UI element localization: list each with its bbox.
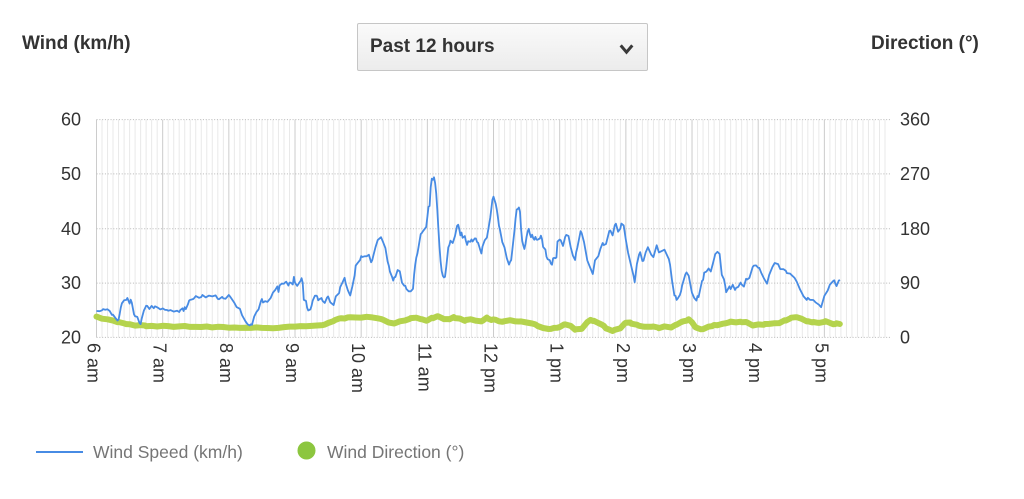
svg-text:1 pm: 1 pm [547, 343, 567, 383]
svg-text:30: 30 [61, 273, 81, 293]
svg-text:50: 50 [61, 164, 81, 184]
svg-text:180: 180 [900, 219, 930, 239]
svg-text:10 am: 10 am [348, 343, 368, 393]
svg-text:9 am: 9 am [282, 343, 302, 383]
svg-text:Wind Speed (km/h): Wind Speed (km/h) [93, 442, 243, 462]
svg-text:3 pm: 3 pm [679, 343, 699, 383]
svg-text:6 am: 6 am [84, 343, 104, 383]
svg-text:11 am: 11 am [414, 343, 434, 392]
svg-text:4 pm: 4 pm [745, 343, 765, 383]
svg-text:Wind Direction (°): Wind Direction (°) [327, 442, 464, 462]
svg-text:8 am: 8 am [216, 343, 236, 383]
svg-text:7 am: 7 am [150, 343, 170, 383]
svg-text:2 pm: 2 pm [613, 343, 633, 383]
svg-text:40: 40 [61, 219, 81, 239]
svg-text:360: 360 [900, 110, 930, 130]
svg-text:60: 60 [61, 110, 81, 130]
svg-text:90: 90 [900, 273, 920, 293]
svg-text:20: 20 [61, 327, 81, 347]
svg-text:12 pm: 12 pm [481, 343, 501, 393]
svg-text:5 pm: 5 pm [811, 343, 831, 383]
svg-text:0: 0 [900, 327, 910, 347]
svg-text:270: 270 [900, 164, 930, 184]
